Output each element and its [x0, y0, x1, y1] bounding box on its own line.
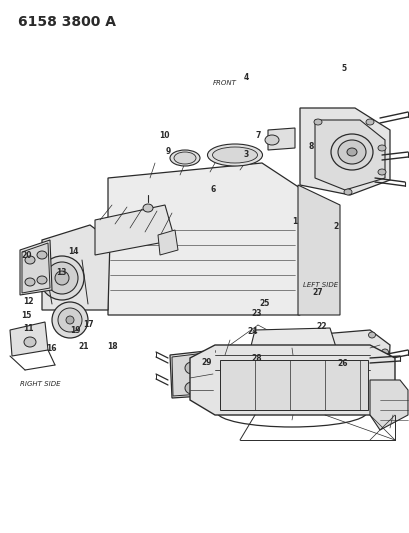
Ellipse shape	[349, 364, 359, 372]
Ellipse shape	[52, 302, 88, 338]
Ellipse shape	[66, 316, 74, 324]
Text: 8: 8	[308, 142, 314, 151]
Polygon shape	[245, 328, 339, 400]
Text: 6: 6	[210, 185, 215, 193]
Ellipse shape	[173, 152, 196, 164]
Ellipse shape	[212, 147, 257, 163]
Ellipse shape	[37, 276, 47, 284]
Polygon shape	[172, 352, 214, 396]
Ellipse shape	[343, 189, 351, 195]
Text: 10: 10	[158, 132, 169, 140]
Ellipse shape	[351, 399, 357, 405]
Polygon shape	[299, 108, 389, 195]
Ellipse shape	[377, 145, 385, 151]
Text: 19: 19	[70, 326, 81, 335]
Polygon shape	[95, 205, 175, 255]
Ellipse shape	[380, 377, 388, 383]
Ellipse shape	[340, 356, 368, 380]
Ellipse shape	[330, 134, 372, 170]
Text: RIGHT SIDE: RIGHT SIDE	[20, 381, 61, 387]
Text: 22: 22	[316, 322, 326, 330]
Text: 26: 26	[336, 359, 347, 368]
Text: 1: 1	[292, 217, 297, 225]
Polygon shape	[309, 330, 389, 400]
Ellipse shape	[25, 278, 35, 286]
Polygon shape	[267, 128, 294, 150]
Ellipse shape	[40, 256, 84, 300]
Polygon shape	[110, 165, 294, 265]
Ellipse shape	[37, 251, 47, 259]
Ellipse shape	[143, 204, 153, 212]
Ellipse shape	[337, 140, 365, 164]
Text: 20: 20	[21, 252, 32, 260]
Text: 11: 11	[23, 325, 34, 333]
Polygon shape	[189, 345, 394, 415]
Polygon shape	[314, 120, 384, 190]
Text: FRONT: FRONT	[213, 79, 236, 86]
Polygon shape	[369, 380, 407, 430]
Ellipse shape	[184, 362, 198, 374]
Polygon shape	[220, 360, 367, 410]
Ellipse shape	[46, 262, 78, 294]
Text: 17: 17	[83, 320, 93, 328]
Text: 24: 24	[246, 327, 257, 336]
Polygon shape	[20, 240, 52, 295]
Text: 7: 7	[255, 132, 261, 140]
Polygon shape	[110, 265, 294, 310]
Text: 14: 14	[68, 247, 79, 256]
Text: 15: 15	[21, 311, 32, 320]
Ellipse shape	[24, 337, 36, 347]
Ellipse shape	[365, 119, 373, 125]
Text: 9: 9	[165, 148, 170, 156]
Text: 5: 5	[341, 64, 346, 72]
Polygon shape	[294, 190, 329, 310]
Ellipse shape	[380, 349, 388, 355]
Text: 3: 3	[243, 150, 248, 159]
Text: 13: 13	[56, 269, 67, 277]
Ellipse shape	[377, 169, 385, 175]
Polygon shape	[157, 230, 178, 255]
Ellipse shape	[55, 271, 69, 285]
Polygon shape	[108, 163, 299, 315]
Text: LEFT SIDE: LEFT SIDE	[303, 282, 338, 288]
Ellipse shape	[312, 335, 319, 341]
Text: 21: 21	[79, 342, 89, 351]
Text: 2: 2	[333, 222, 338, 231]
Text: 25: 25	[258, 300, 269, 308]
Ellipse shape	[25, 256, 35, 264]
Text: 18: 18	[107, 342, 118, 351]
Ellipse shape	[58, 308, 82, 332]
Ellipse shape	[264, 135, 278, 145]
Ellipse shape	[313, 119, 321, 125]
Ellipse shape	[333, 350, 375, 386]
Text: 29: 29	[201, 358, 212, 367]
Text: 16: 16	[46, 344, 56, 352]
Polygon shape	[10, 322, 48, 356]
Text: 12: 12	[23, 297, 34, 305]
Ellipse shape	[368, 332, 375, 338]
Text: 6158 3800 A: 6158 3800 A	[18, 15, 116, 29]
Text: 23: 23	[250, 309, 261, 318]
Ellipse shape	[346, 148, 356, 156]
Text: 27: 27	[312, 288, 322, 296]
Text: 4: 4	[243, 73, 248, 82]
Polygon shape	[42, 225, 110, 310]
Text: 28: 28	[250, 354, 261, 363]
Polygon shape	[170, 350, 218, 398]
Ellipse shape	[184, 382, 198, 394]
Ellipse shape	[207, 144, 262, 166]
Polygon shape	[22, 243, 50, 293]
Ellipse shape	[170, 150, 200, 166]
Polygon shape	[297, 185, 339, 315]
